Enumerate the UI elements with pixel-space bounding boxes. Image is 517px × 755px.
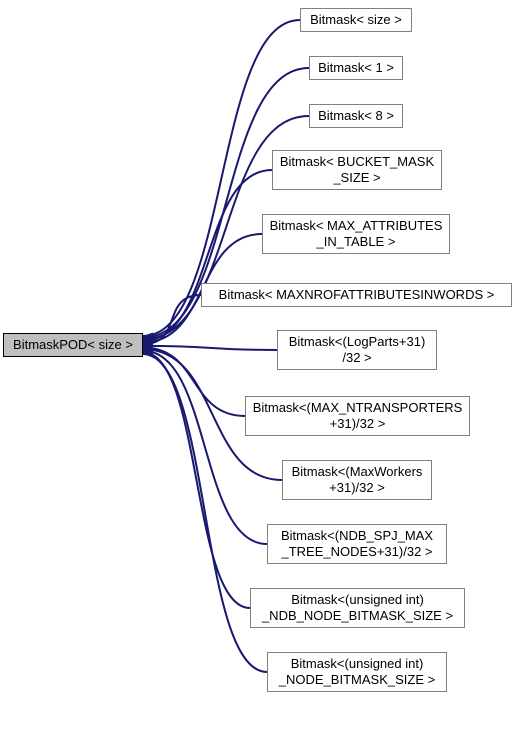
target-node-label: Bitmask<(unsigned int) bbox=[291, 656, 424, 672]
target-node-label: Bitmask<(unsigned int) bbox=[291, 592, 424, 608]
target-node-label: _IN_TABLE > bbox=[317, 234, 396, 250]
target-node-label: Bitmask< BUCKET_MASK bbox=[280, 154, 434, 170]
edge bbox=[143, 346, 277, 350]
target-node[interactable]: Bitmask<(LogParts+31)/32 > bbox=[277, 330, 437, 370]
target-node-label: Bitmask< MAX_ATTRIBUTES bbox=[270, 218, 443, 234]
target-node-label: _TREE_NODES+31)/32 > bbox=[281, 544, 432, 560]
diagram-canvas: BitmaskPOD< size > Bitmask< size > Bitmask… bbox=[0, 0, 517, 755]
target-node-label: Bitmask< 8 > bbox=[318, 108, 394, 124]
target-node[interactable]: Bitmask<(MaxWorkers+31)/32 > bbox=[282, 460, 432, 500]
target-node[interactable]: Bitmask< MAXNROFATTRIBUTESINWORDS > bbox=[201, 283, 512, 307]
root-node[interactable]: BitmaskPOD< size > bbox=[3, 333, 143, 357]
target-node[interactable]: Bitmask<(NDB_SPJ_MAX_TREE_NODES+31)/32 > bbox=[267, 524, 447, 564]
target-node[interactable]: Bitmask<(unsigned int)_NDB_NODE_BITMASK_… bbox=[250, 588, 465, 628]
target-node-label: +31)/32 > bbox=[330, 416, 386, 432]
edge bbox=[143, 170, 272, 341]
target-node-label: _NDB_NODE_BITMASK_SIZE > bbox=[262, 608, 453, 624]
target-node[interactable]: Bitmask< BUCKET_MASK_SIZE > bbox=[272, 150, 442, 190]
edge bbox=[143, 347, 245, 416]
target-node[interactable]: Bitmask<(MAX_NTRANSPORTERS+31)/32 > bbox=[245, 396, 470, 436]
target-node-label: _SIZE > bbox=[333, 170, 380, 186]
edge bbox=[143, 295, 201, 344]
edge bbox=[143, 352, 250, 608]
edges-layer bbox=[0, 0, 517, 755]
target-node-label: Bitmask<(MAX_NTRANSPORTERS bbox=[253, 400, 463, 416]
target-node[interactable]: Bitmask< 1 > bbox=[309, 56, 403, 80]
target-node[interactable]: Bitmask<(unsigned int)_NODE_BITMASK_SIZE… bbox=[267, 652, 447, 692]
target-node-label: Bitmask<(NDB_SPJ_MAX bbox=[281, 528, 433, 544]
target-node[interactable]: Bitmask< size > bbox=[300, 8, 412, 32]
edge bbox=[143, 351, 267, 544]
target-node-label: Bitmask< size > bbox=[310, 12, 402, 28]
target-node-label: Bitmask<(MaxWorkers bbox=[292, 464, 423, 480]
target-node[interactable]: Bitmask< 8 > bbox=[309, 104, 403, 128]
target-node-label: +31)/32 > bbox=[329, 480, 385, 496]
target-node-label: Bitmask< 1 > bbox=[318, 60, 394, 76]
target-node[interactable]: Bitmask< MAX_ATTRIBUTES_IN_TABLE > bbox=[262, 214, 450, 254]
root-node-label: BitmaskPOD< size > bbox=[13, 337, 133, 353]
target-node-label: Bitmask< MAXNROFATTRIBUTESINWORDS > bbox=[219, 287, 495, 303]
target-node-label: /32 > bbox=[342, 350, 371, 366]
target-node-label: Bitmask<(LogParts+31) bbox=[289, 334, 426, 350]
target-node-label: _NODE_BITMASK_SIZE > bbox=[279, 672, 435, 688]
